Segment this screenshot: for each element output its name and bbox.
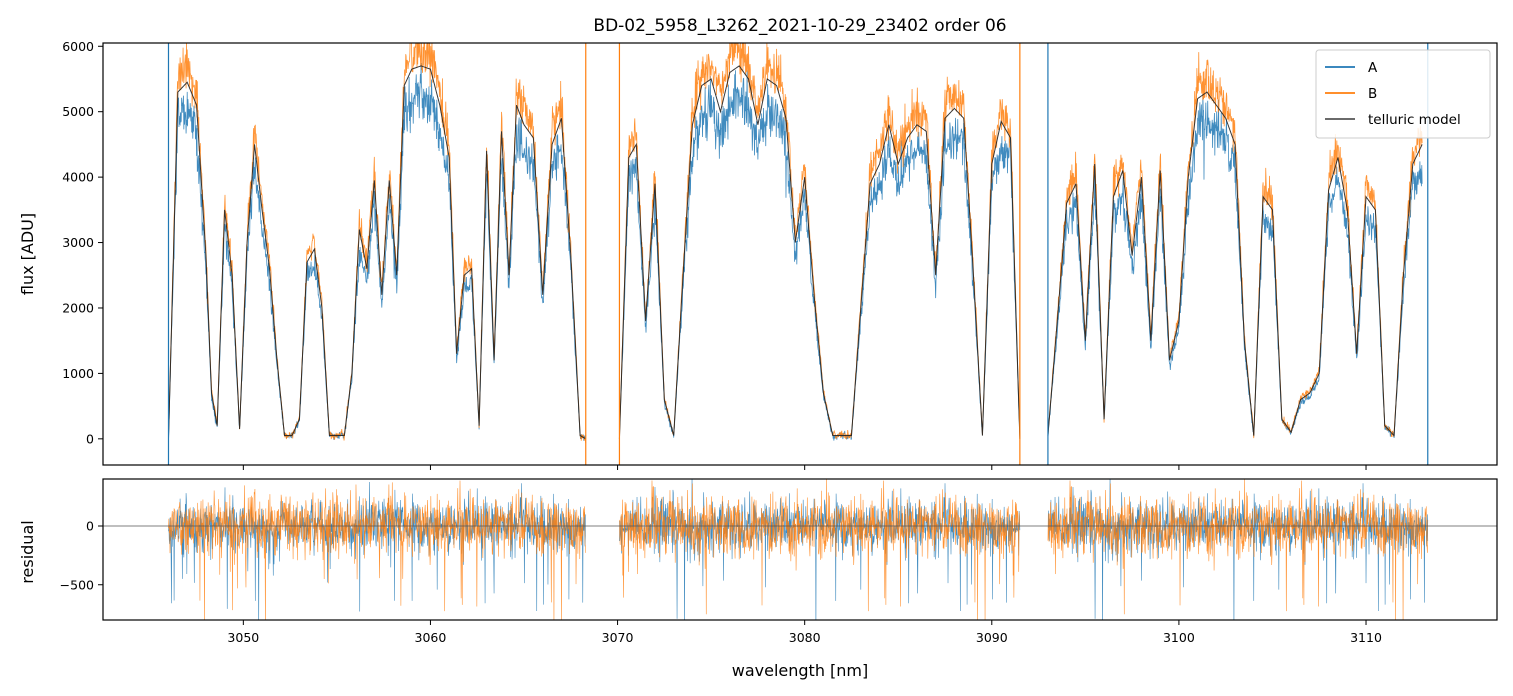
legend-box: [1315, 49, 1491, 139]
residual-b-segment-0: [168, 480, 587, 620]
flux-y-ticks: 0 1000 2000 3000 4000 5000 6000: [62, 39, 103, 446]
x-axis-label: wavelength [nm]: [732, 661, 869, 680]
x-tick-label: 3110: [1350, 630, 1382, 645]
flux-y-tick-label: 5000: [62, 104, 94, 119]
residual-y-ticks: 0 −500: [60, 519, 103, 592]
flux-y-tick-label: 0: [86, 431, 94, 446]
legend-label-telluric-model: telluric model: [1368, 112, 1461, 128]
residual-y-tick-label: −500: [60, 577, 94, 592]
residual-axes-frame: [102, 478, 1498, 621]
x-tick-label: 3100: [1163, 630, 1195, 645]
residual-panel: 3050 3060 3070 3080 3090 3100 3110 0 −500 resid…: [18, 478, 1498, 680]
legend: A B telluric model: [1315, 49, 1491, 139]
series-a-segment-2: [1047, 94, 1423, 439]
flux-panel: 0 1000 2000 3000 4000 5000 6000 flux [ADU]: [18, 39, 1498, 470]
chart-title: BD-02_5958_L3262_2021-10-29_23402 order …: [593, 16, 1006, 36]
x-tick-label: 3090: [976, 630, 1008, 645]
telluric-model-segment-0: [167, 65, 587, 440]
legend-label-b: B: [1368, 86, 1377, 102]
residual-b-segment-2: [1047, 479, 1429, 620]
x-tick-label: 3080: [789, 630, 821, 645]
telluric-model-segment-1: [618, 65, 1021, 439]
telluric-model-segment-2: [1047, 91, 1423, 437]
series-b-segment-1: [619, 43, 1021, 441]
flux-y-axis-label: flux [ADU]: [18, 213, 37, 295]
x-tick-label: 3070: [602, 630, 634, 645]
flux-y-tick-label: 2000: [62, 300, 94, 315]
x-tick-label: 3050: [227, 630, 259, 645]
residual-y-tick-label: 0: [86, 519, 94, 534]
residual-y-axis-label: residual: [18, 520, 37, 583]
legend-label-a: A: [1368, 60, 1378, 76]
flux-y-tick-label: 6000: [62, 39, 94, 54]
x-tick-label: 3060: [415, 630, 447, 645]
flux-x-ticks: [242, 465, 1367, 470]
flux-y-tick-label: 1000: [62, 366, 94, 381]
residual-b-segment-1: [619, 479, 1021, 620]
residual-a-segment-2: [1047, 479, 1429, 620]
residual-series-layer: [103, 479, 1497, 620]
flux-y-tick-label: 4000: [62, 170, 94, 185]
residual-a-segment-0: [168, 481, 587, 620]
flux-series-layer: [167, 43, 1429, 465]
series-a-segment-1: [619, 70, 1021, 441]
flux-axes-frame: [102, 42, 1498, 466]
residual-x-ticks: 3050 3060 3070 3080 3090 3100 3110: [227, 620, 1382, 645]
flux-y-tick-label: 3000: [62, 235, 94, 250]
series-a-segment-0: [168, 63, 587, 441]
